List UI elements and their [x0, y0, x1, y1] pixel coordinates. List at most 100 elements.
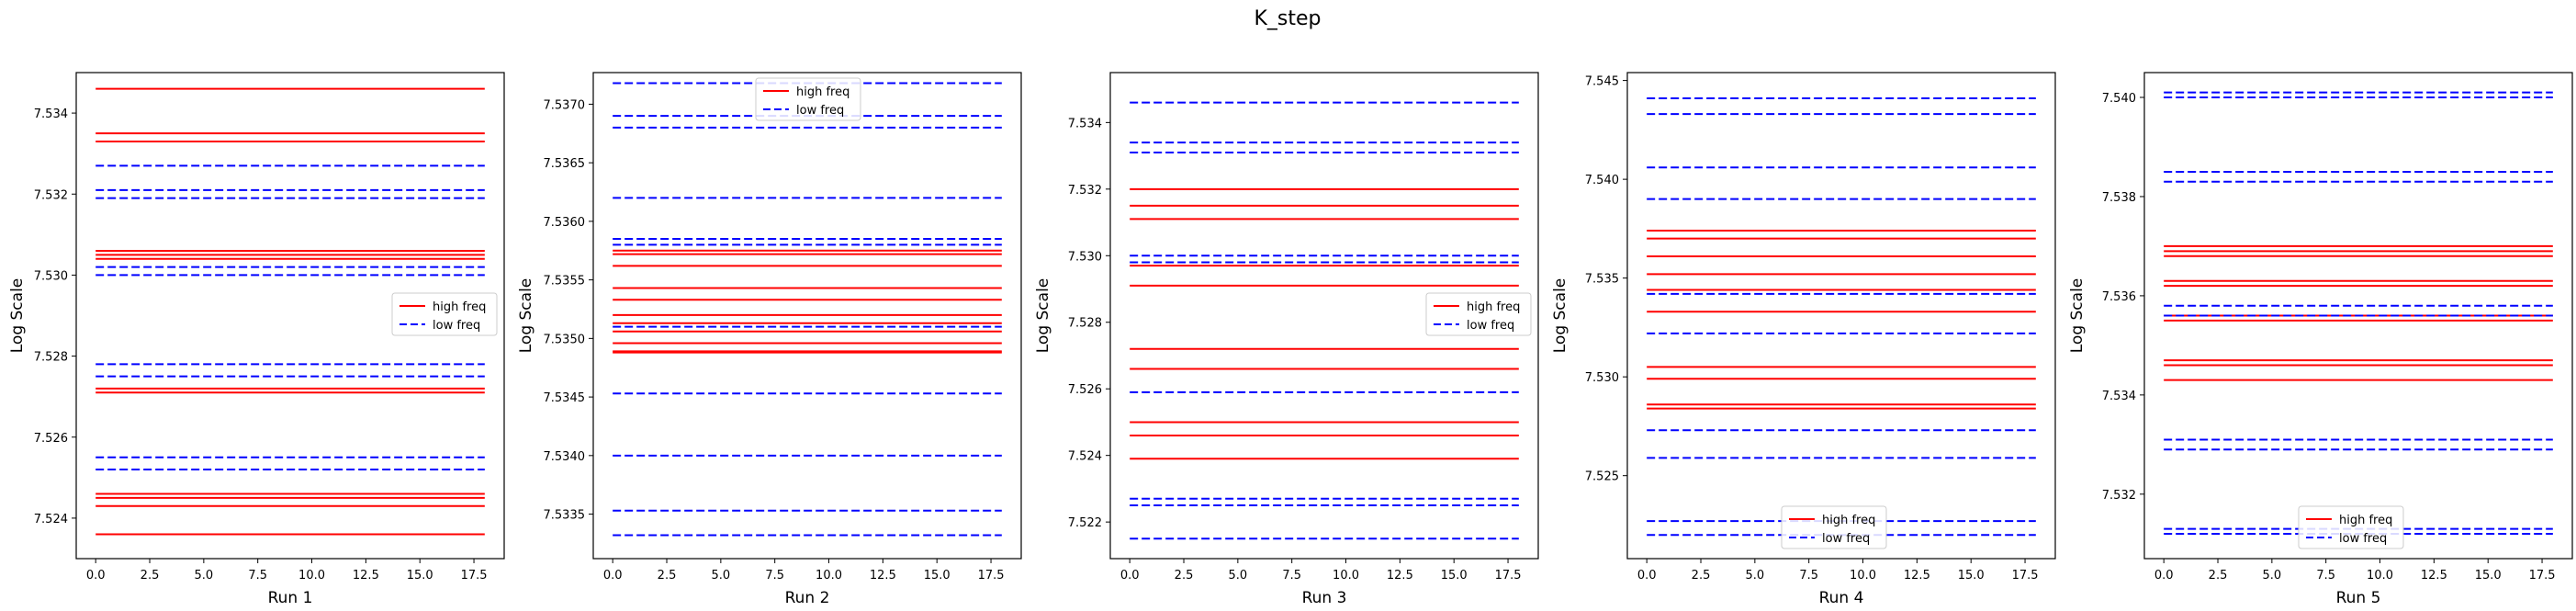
- x-tick-label: 0.0: [603, 569, 623, 583]
- y-tick-label: 7.535: [1585, 273, 1619, 287]
- legend-box: [1425, 292, 1532, 336]
- legend-box: [1781, 505, 1887, 549]
- y-axis-label: Log Scale: [1034, 278, 1052, 354]
- y-tick-label: 7.526: [34, 432, 68, 446]
- y-tick-label: 7.5365: [544, 157, 586, 171]
- y-tick-label: 7.526: [1068, 383, 1102, 397]
- legend-box: [755, 77, 861, 121]
- x-tick-label: 17.5: [1495, 569, 1522, 583]
- x-tick-label: 2.5: [658, 569, 677, 583]
- y-axis-label: Log Scale: [8, 278, 27, 354]
- series-high-freq: [1130, 187, 1519, 460]
- x-tick-label: 10.0: [1850, 569, 1876, 583]
- y-tick-label: 7.528: [34, 351, 68, 365]
- legend-label: low freq: [2339, 532, 2387, 546]
- series-low-freq: [613, 82, 1002, 537]
- y-tick-label: 7.540: [1585, 174, 1619, 187]
- y-tick-label: 7.534: [34, 107, 68, 121]
- legend-label: low freq: [433, 319, 480, 333]
- y-tick-label: 7.5355: [544, 275, 586, 289]
- series-high-freq: [613, 249, 1002, 354]
- legend-label: high freq: [796, 85, 849, 99]
- x-tick-label: 12.5: [1904, 569, 1930, 583]
- y-tick-label: 7.522: [1068, 516, 1102, 530]
- x-tick-label: 17.5: [2012, 569, 2039, 583]
- subplot-3: 0.0 2.5 5.0 7.5 10.0 12.5 15.0 17.5 7.522 7.524 7.…: [1034, 72, 1539, 607]
- legend-label: high freq: [1822, 514, 1875, 527]
- y-axis-label: Log Scale: [1551, 278, 1569, 354]
- y-tick-label: 7.524: [1068, 450, 1102, 464]
- axes-frame: [1626, 72, 2056, 560]
- y-tick-label: 7.528: [1068, 317, 1102, 331]
- y-tick-label: 7.540: [2102, 92, 2136, 106]
- y-tick-label: 7.5340: [544, 450, 586, 464]
- y-tick-label: 7.5335: [544, 509, 586, 523]
- x-tick-label: 15.0: [1441, 569, 1468, 583]
- y-tick-label: 7.530: [1068, 250, 1102, 264]
- legend: high freq low freq: [2298, 505, 2404, 549]
- x-tick-label: 17.5: [461, 569, 488, 583]
- x-tick-label: 5.0: [1746, 569, 1765, 583]
- x-tick-label: 15.0: [407, 569, 433, 583]
- y-tick-label: 7.545: [1585, 75, 1619, 89]
- x-tick-label: 5.0: [195, 569, 214, 583]
- series-low-freq: [2164, 91, 2553, 536]
- series-low-freq: [1130, 101, 1519, 540]
- x-tick-label: 5.0: [1229, 569, 1248, 583]
- x-tick-label: 0.0: [2154, 569, 2174, 583]
- y-tick-label: 7.5345: [544, 391, 586, 405]
- figure-title: K_step: [1254, 7, 1321, 30]
- axes-frame: [2143, 72, 2573, 560]
- axes-frame: [592, 72, 1022, 560]
- y-tick-label: 7.530: [1585, 371, 1619, 385]
- x-tick-label: 2.5: [2209, 569, 2228, 583]
- legend-label: high freq: [2339, 514, 2392, 527]
- y-tick-label: 7.5350: [544, 333, 586, 346]
- y-axis-label: Log Scale: [2068, 278, 2087, 354]
- x-tick-label: 2.5: [141, 569, 160, 583]
- x-tick-label: 7.5: [765, 569, 784, 583]
- x-tick-label: 15.0: [1958, 569, 1985, 583]
- x-tick-label: 7.5: [2316, 569, 2335, 583]
- x-axis-label: Run 5: [2336, 589, 2381, 607]
- legend-label: low freq: [796, 104, 844, 118]
- x-tick-label: 12.5: [2421, 569, 2447, 583]
- subplots: 0.0 2.5 5.0 7.5 10.0 12.5 15.0 17.5 7.524 7.526 7.…: [8, 72, 2573, 607]
- series-low-freq: [1647, 96, 2036, 537]
- series-high-freq: [1647, 230, 2036, 410]
- x-tick-label: 17.5: [978, 569, 1005, 583]
- subplot-2: 0.0 2.5 5.0 7.5 10.0 12.5 15.0 17.5 7.5335 7.5340…: [517, 72, 1022, 607]
- y-tick-label: 7.536: [2102, 290, 2136, 304]
- series-high-freq: [96, 87, 485, 536]
- legend-box: [2298, 505, 2404, 549]
- y-tick-label: 7.538: [2102, 191, 2136, 205]
- x-tick-label: 5.0: [712, 569, 731, 583]
- subplot-4: 0.0 2.5 5.0 7.5 10.0 12.5 15.0 17.5 7.525 7.530 7.…: [1551, 72, 2056, 607]
- x-tick-label: 2.5: [1175, 569, 1194, 583]
- legend-box: [391, 292, 498, 336]
- x-tick-label: 7.5: [1799, 569, 1818, 583]
- subplot-1: 0.0 2.5 5.0 7.5 10.0 12.5 15.0 17.5 7.524 7.526 7.…: [8, 72, 505, 607]
- legend-label: low freq: [1467, 319, 1514, 333]
- x-tick-label: 7.5: [248, 569, 267, 583]
- x-axis-label: Run 1: [268, 589, 313, 607]
- x-axis-label: Run 3: [1302, 589, 1347, 607]
- subplot-5: 0.0 2.5 5.0 7.5 10.0 12.5 15.0 17.5 7.532 7.534 7.…: [2068, 72, 2573, 607]
- x-tick-label: 10.0: [298, 569, 325, 583]
- axes-frame: [75, 72, 505, 560]
- axes-frame: [1109, 72, 1539, 560]
- y-tick-label: 7.525: [1585, 470, 1619, 484]
- y-tick-label: 7.534: [1068, 117, 1102, 130]
- y-tick-label: 7.532: [34, 188, 68, 202]
- y-tick-label: 7.532: [2102, 489, 2136, 503]
- x-tick-label: 5.0: [2263, 569, 2282, 583]
- x-tick-label: 17.5: [2529, 569, 2556, 583]
- y-tick-label: 7.5360: [544, 216, 586, 230]
- x-axis-label: Run 4: [1819, 589, 1864, 607]
- legend-label: high freq: [433, 300, 486, 314]
- series-low-freq: [96, 164, 485, 471]
- x-tick-label: 10.0: [1333, 569, 1359, 583]
- x-tick-label: 7.5: [1282, 569, 1301, 583]
- x-tick-label: 12.5: [1387, 569, 1413, 583]
